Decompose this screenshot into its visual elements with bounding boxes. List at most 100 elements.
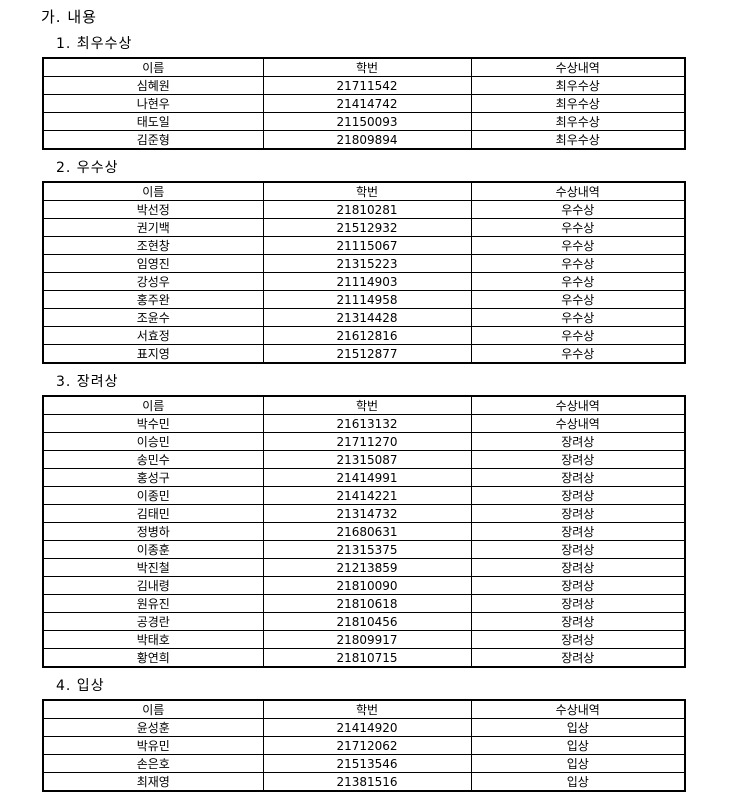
award-cell: 우수상: [470, 290, 686, 309]
table-row: 박진철 21213859 장려상: [42, 558, 686, 577]
student-id-cell: 21414742: [262, 94, 472, 113]
student-id-cell: 21810281: [262, 200, 472, 219]
student-id-cell: 21314732: [262, 504, 472, 523]
table-row: 태도일 21150093 최우수상: [42, 112, 686, 131]
student-id-cell: 21513546: [262, 754, 472, 773]
student-id-cell: 21381516: [262, 772, 472, 792]
column-header: 이름: [42, 395, 264, 415]
name-cell: 서효정: [42, 326, 264, 345]
name-cell: 표지영: [42, 344, 264, 364]
table-row: 김내령 21810090 장려상: [42, 576, 686, 595]
name-cell: 김준형: [42, 130, 264, 150]
section-heading: 2. 우수상: [56, 160, 119, 176]
table-row: 이종훈 21315375 장려상: [42, 540, 686, 559]
award-cell: 입상: [470, 754, 686, 773]
section-2: 2. 우수상 이름 학번 수상내역 박선정 21810281 우수상 권기백 21512932 우…: [40, 160, 735, 364]
section-1: 1. 최우수상 이름 학번 수상내역 심혜원 21711542 최우수상 나현우 2141474…: [40, 36, 735, 150]
award-cell: 장려상: [470, 648, 686, 668]
student-id-cell: 21810090: [262, 576, 472, 595]
table-row: 홍성구 21414991 장려상: [42, 468, 686, 487]
table-row: 홍주완 21114958 우수상: [42, 290, 686, 309]
table-row: 권기백 21512932 우수상: [42, 218, 686, 237]
student-id-cell: 21680631: [262, 522, 472, 541]
section-heading: 3. 장려상: [56, 374, 119, 390]
table-row: 송민수 21315087 장려상: [42, 450, 686, 469]
table-row: 김태민 21314732 장려상: [42, 504, 686, 523]
table-row: 심혜원 21711542 최우수상: [42, 76, 686, 95]
table-row: 윤성훈 21414920 입상: [42, 718, 686, 737]
table-row: 김준형 21809894 최우수상: [42, 130, 686, 150]
award-cell: 입상: [470, 736, 686, 755]
name-cell: 박유민: [42, 736, 264, 755]
section-4: 4. 입상 이름 학번 수상내역 윤성훈 21414920 입상 박유민 21712062 입상 손…: [40, 678, 735, 792]
table-row: 이종민 21414221 장려상: [42, 486, 686, 505]
award-cell: 장려상: [470, 468, 686, 487]
header-row: 이름 학번 수상내역: [42, 699, 686, 719]
award-cell: 우수상: [470, 200, 686, 219]
name-cell: 조현창: [42, 236, 264, 255]
award-cell: 장려상: [470, 450, 686, 469]
table-row: 조윤수 21314428 우수상: [42, 308, 686, 327]
name-cell: 최재영: [42, 772, 264, 792]
student-id-cell: 21314428: [262, 308, 472, 327]
student-id-cell: 21150093: [262, 112, 472, 131]
name-cell: 권기백: [42, 218, 264, 237]
name-cell: 이승민: [42, 432, 264, 451]
award-cell: 우수상: [470, 344, 686, 364]
student-id-cell: 21414920: [262, 718, 472, 737]
table-row: 황연희 21810715 장려상: [42, 648, 686, 668]
column-header: 수상내역: [470, 699, 686, 719]
award-cell: 장려상: [470, 486, 686, 505]
name-cell: 황연희: [42, 648, 264, 668]
table-row: 표지영 21512877 우수상: [42, 344, 686, 364]
column-header: 이름: [42, 57, 264, 77]
column-header: 이름: [42, 181, 264, 201]
award-cell: 장려상: [470, 540, 686, 559]
student-id-cell: 21414991: [262, 468, 472, 487]
student-id-cell: 21810456: [262, 612, 472, 631]
student-id-cell: 21711270: [262, 432, 472, 451]
student-id-cell: 21213859: [262, 558, 472, 577]
student-id-cell: 21613132: [262, 414, 472, 433]
name-cell: 박선정: [42, 200, 264, 219]
name-cell: 김내령: [42, 576, 264, 595]
table-row: 정병하 21680631 장려상: [42, 522, 686, 541]
award-cell: 장려상: [470, 432, 686, 451]
student-id-cell: 21315375: [262, 540, 472, 559]
student-id-cell: 21810715: [262, 648, 472, 668]
student-id-cell: 21414221: [262, 486, 472, 505]
document-heading: 가. 내용: [41, 8, 97, 26]
award-sections: 1. 최우수상 이름 학번 수상내역 심혜원 21711542 최우수상 나현우 2141474…: [40, 36, 735, 792]
name-cell: 조윤수: [42, 308, 264, 327]
award-cell: 장려상: [470, 612, 686, 631]
award-cell: 최우수상: [470, 76, 686, 95]
name-cell: 윤성훈: [42, 718, 264, 737]
table-row: 손은호 21513546 입상: [42, 754, 686, 773]
award-cell: 최우수상: [470, 94, 686, 113]
student-id-cell: 21315087: [262, 450, 472, 469]
award-cell: 우수상: [470, 272, 686, 291]
name-cell: 김태민: [42, 504, 264, 523]
award-cell: 입상: [470, 772, 686, 792]
award-cell: 우수상: [470, 308, 686, 327]
table-row: 임영진 21315223 우수상: [42, 254, 686, 273]
awards-table: 이름 학번 수상내역 심혜원 21711542 최우수상 나현우 21414742 최우수상 태도…: [42, 57, 686, 150]
table-row: 박유민 21712062 입상: [42, 736, 686, 755]
column-header: 학번: [262, 181, 472, 201]
name-cell: 강성우: [42, 272, 264, 291]
name-cell: 태도일: [42, 112, 264, 131]
student-id-cell: 21512932: [262, 218, 472, 237]
award-cell: 최우수상: [470, 130, 686, 150]
award-cell: 장려상: [470, 594, 686, 613]
column-header: 수상내역: [470, 181, 686, 201]
name-cell: 박태호: [42, 630, 264, 649]
student-id-cell: 21114958: [262, 290, 472, 309]
header-row: 이름 학번 수상내역: [42, 57, 686, 77]
table-row: 공경란 21810456 장려상: [42, 612, 686, 631]
award-cell: 입상: [470, 718, 686, 737]
table-row: 이승민 21711270 장려상: [42, 432, 686, 451]
column-header: 학번: [262, 395, 472, 415]
table-row: 원유진 21810618 장려상: [42, 594, 686, 613]
column-header: 학번: [262, 699, 472, 719]
